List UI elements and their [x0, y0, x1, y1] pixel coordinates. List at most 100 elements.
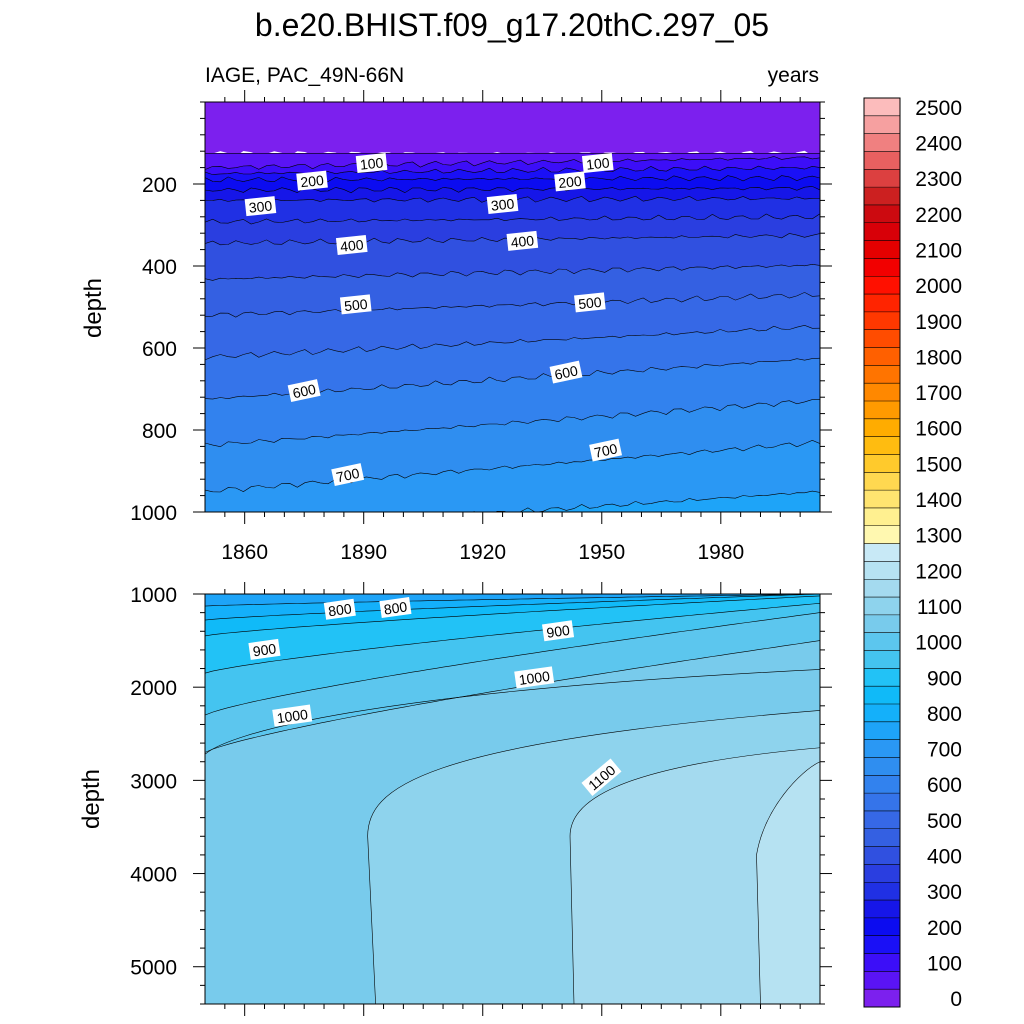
colorbar-label: 2400 — [915, 133, 962, 156]
contour-label-box — [549, 360, 583, 384]
contour-label: 400 — [335, 234, 368, 256]
colorbar-swatch — [864, 757, 900, 776]
y-tick-label: 4000 — [130, 864, 177, 887]
contour-label: 100 — [355, 152, 388, 174]
colorbar-label: 1600 — [915, 418, 962, 441]
contour-label: 300 — [486, 193, 519, 215]
x-tick-label: 1860 — [221, 541, 268, 564]
upper-contour-line — [472, 490, 820, 512]
colorbar-swatch — [864, 436, 900, 455]
colorbar-swatch — [864, 775, 900, 794]
contour-label: 900 — [248, 638, 281, 660]
contour-label-box — [331, 463, 365, 487]
colorbar-swatch — [864, 507, 900, 527]
y-tick-label: 5000 — [130, 957, 177, 980]
lower-panel-contour-lines — [205, 594, 820, 1004]
colorbar-swatch — [864, 454, 900, 473]
contour-label-box — [296, 170, 328, 191]
colorbar-label: 700 — [927, 739, 962, 762]
colorbar-swatch — [864, 383, 900, 402]
y-tick-label: 1000 — [130, 502, 177, 525]
units-label: years — [768, 64, 819, 87]
contour-label: 300 — [244, 196, 277, 217]
lower-band — [205, 594, 820, 607]
contour-label-text: 100 — [359, 154, 384, 172]
contour-label-box — [574, 292, 606, 313]
contour-label: 100 — [581, 152, 614, 174]
contour-label: 700 — [589, 438, 623, 462]
colorbar-label: 1100 — [917, 596, 962, 619]
contour-label-text: 100 — [585, 154, 610, 172]
lower-contour-line — [205, 669, 820, 755]
y-tick-label: 600 — [142, 338, 177, 361]
upper-contour-line — [205, 156, 820, 170]
contour-label-text: 500 — [577, 294, 602, 312]
upper-band — [205, 292, 820, 360]
colorbar-swatch — [864, 240, 900, 259]
contour-label: 600 — [287, 379, 321, 403]
chart-title: b.e20.BHIST.f09_g17.20thC.297_05 — [255, 7, 769, 43]
lower-contour-line — [569, 747, 820, 1004]
colorbar-swatch — [864, 294, 900, 313]
contour-label-text: 400 — [510, 232, 535, 250]
lower-band — [570, 747, 820, 1004]
lower-contour-line — [205, 595, 820, 637]
colorbar-label: 100 — [927, 952, 962, 975]
colorbar-swatch — [864, 98, 900, 117]
contour-label: 1000 — [272, 704, 313, 727]
contour-label: 500 — [574, 292, 606, 313]
contour-label-box — [335, 234, 368, 256]
colorbar-swatch — [864, 204, 900, 224]
contour-label-text: 600 — [291, 381, 317, 402]
colorbar-swatch — [864, 882, 900, 901]
colorbar-swatch — [864, 418, 900, 437]
colorbar-swatch — [864, 597, 900, 616]
upper-contour-line — [205, 399, 820, 448]
colorbar-swatch — [864, 917, 900, 936]
colorbar-swatch — [864, 472, 900, 491]
contour-label-text: 700 — [593, 440, 619, 461]
contour-label-box — [287, 379, 321, 403]
contour-label-text: 800 — [383, 598, 409, 617]
contour-label-text: 700 — [335, 465, 361, 486]
colorbar-label: 2300 — [915, 168, 962, 191]
upper-contour-line — [205, 439, 820, 493]
lower-contour-line — [367, 710, 820, 1004]
colorbar-swatch — [864, 704, 900, 723]
colorbar-label: 400 — [927, 846, 962, 869]
upper-contour-line — [205, 213, 820, 225]
contour-label: 1000 — [514, 666, 555, 689]
x-tick-label: 1920 — [459, 541, 506, 564]
colorbar-swatch — [864, 579, 900, 598]
colorbar-swatch — [864, 686, 900, 705]
contour-label-box — [248, 638, 281, 660]
colorbar-swatch — [864, 365, 900, 384]
contour-label-text: 200 — [300, 172, 325, 190]
colorbar-swatch — [864, 258, 900, 277]
contour-label-text: 400 — [339, 236, 364, 254]
contour-label: 500 — [339, 294, 372, 315]
lower-contour-line — [205, 594, 820, 607]
colorbar-swatch — [864, 989, 900, 1008]
colorbar-swatch — [864, 971, 900, 990]
upper-panel-ticks: 1860 1890 1920 1950 1980 200 400 600 800 1000 — [130, 90, 832, 564]
upper-band — [205, 175, 820, 193]
colorbar-swatch — [864, 490, 900, 509]
colorbar-swatch — [864, 187, 900, 206]
colorbar-swatch — [864, 900, 900, 919]
contour-label-box — [379, 596, 412, 619]
colorbar-label: 2000 — [915, 275, 962, 298]
lower-panel-ticks: 1000 2000 3000 4000 5000 — [130, 582, 832, 1016]
contour-label-box — [486, 193, 519, 215]
colorbar-label: 1500 — [915, 453, 962, 476]
colorbar-swatch — [864, 329, 900, 348]
contour-label-text: 200 — [558, 173, 583, 191]
contour-label-text: 900 — [252, 640, 278, 659]
colorbar-swatch — [864, 543, 900, 562]
colorbar-label: 0 — [950, 988, 962, 1011]
upper-band — [205, 186, 820, 203]
contour-label: 800 — [379, 596, 412, 619]
